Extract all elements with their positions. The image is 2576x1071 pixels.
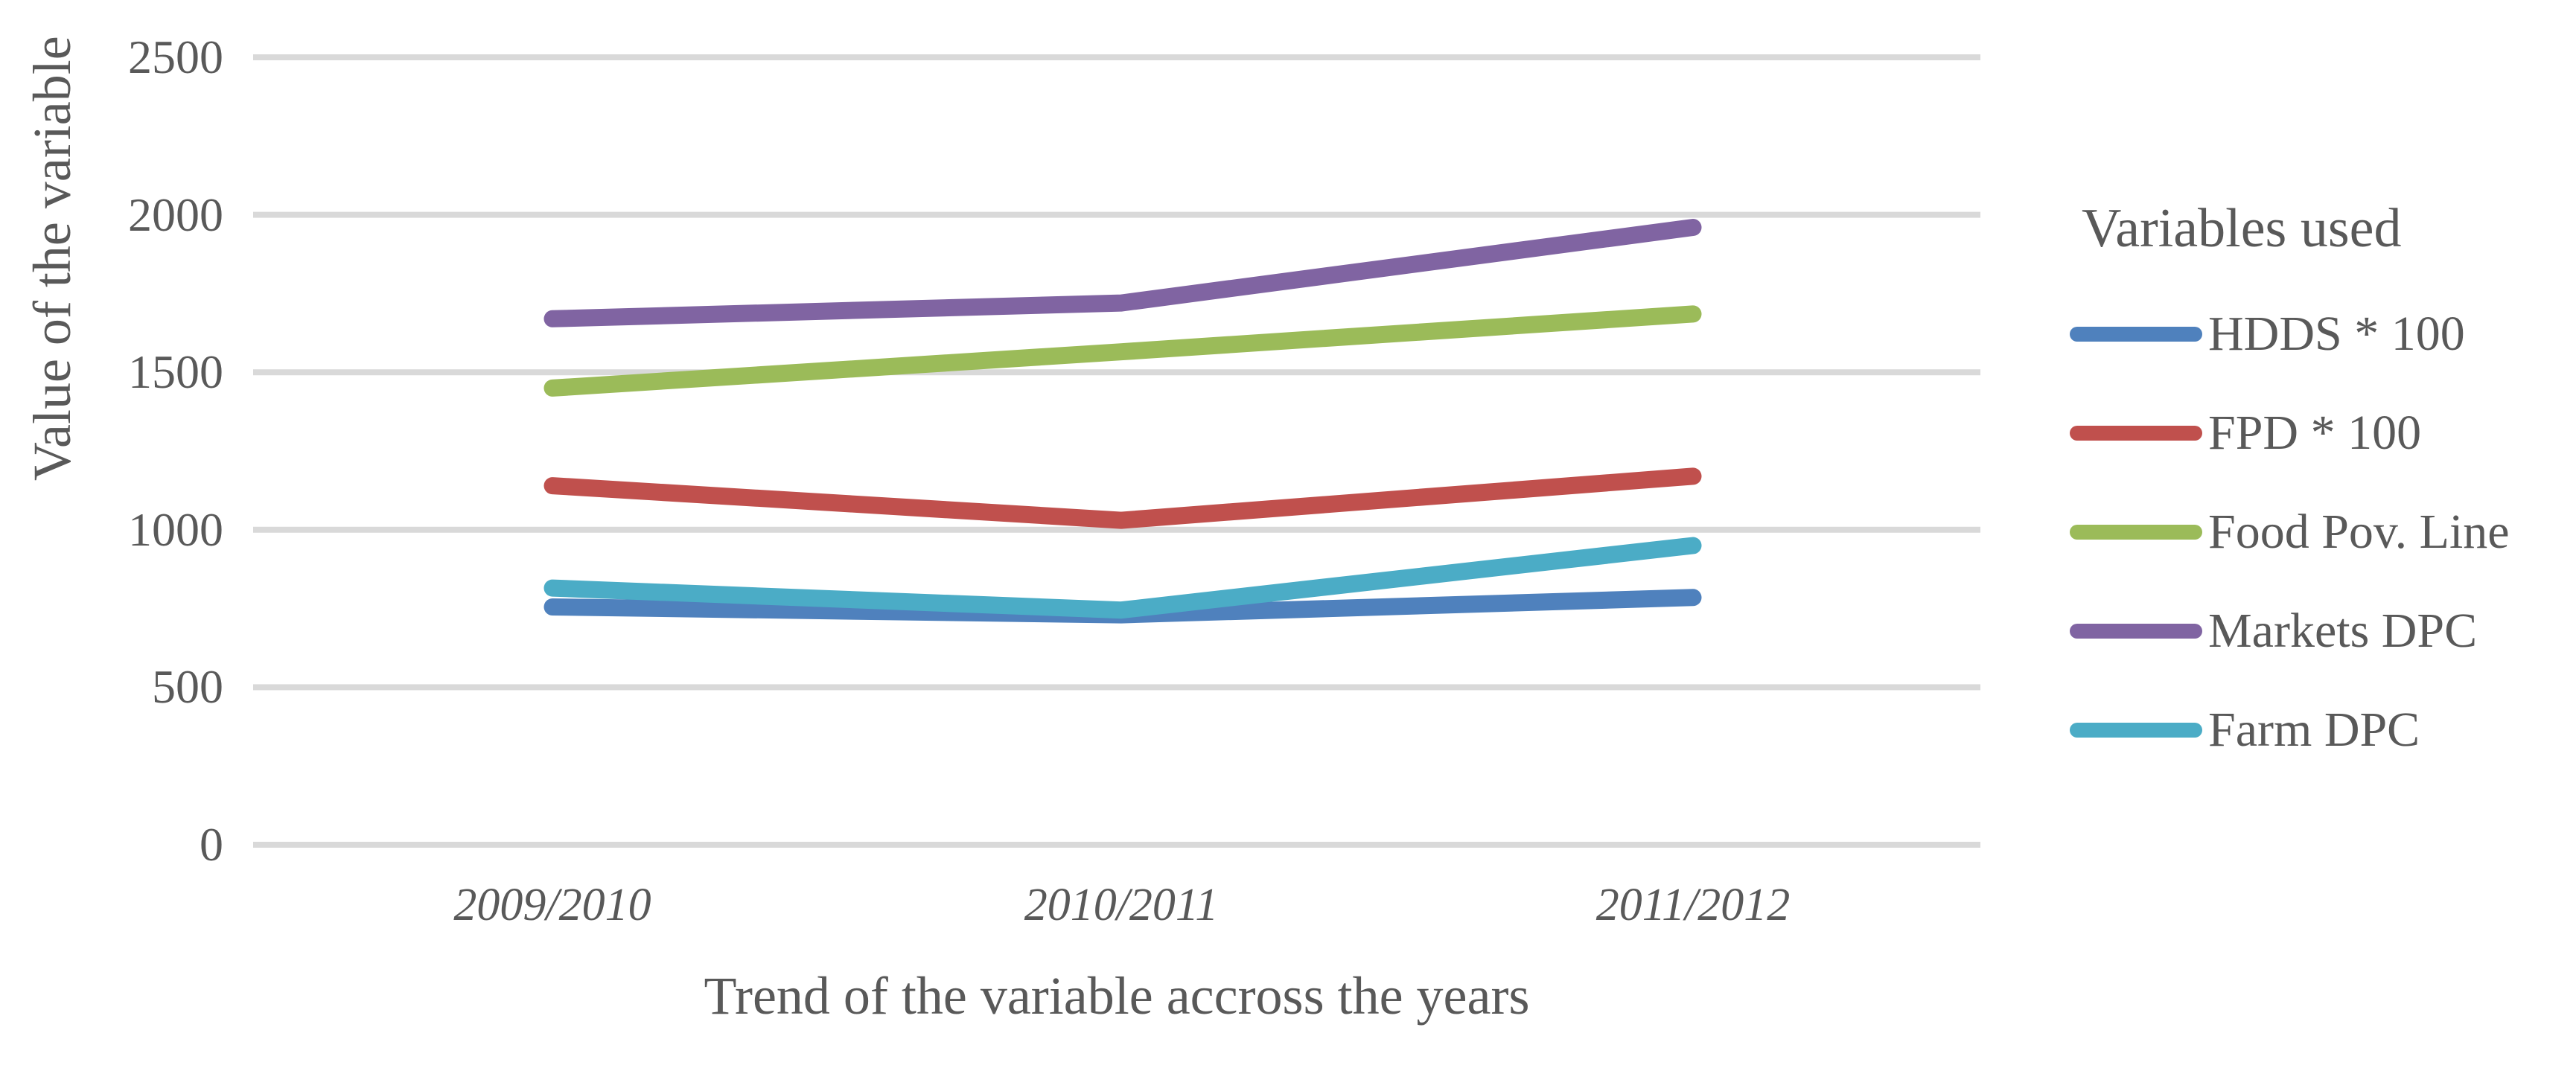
legend-label-markets-dpc: Markets DPC bbox=[2208, 603, 2478, 658]
legend-swatch-hdds-100 bbox=[2070, 326, 2202, 342]
legend-label-fpd-100: FPD * 100 bbox=[2208, 405, 2422, 460]
legend-label-farm-dpc: Farm DPC bbox=[2208, 702, 2420, 757]
series-line-food-pov-line bbox=[543, 305, 1702, 397]
x-tick-label-3: 2011/2012 bbox=[1595, 880, 1791, 930]
x-tick-label-2: 2010/2011 bbox=[1024, 880, 1219, 930]
legend-item-markets-dpc: Markets DPC bbox=[2070, 581, 2576, 680]
y-tick-label-0: 0 bbox=[200, 818, 223, 871]
y-axis-title-text: Value of the variable bbox=[22, 36, 82, 481]
legend-swatch-farm-dpc bbox=[2070, 722, 2202, 738]
y-tick-label-2000: 2000 bbox=[128, 188, 223, 241]
series-line-markets-dpc bbox=[543, 219, 1702, 327]
y-axis-title: Value of the variable bbox=[22, 36, 82, 481]
legend-items: HDDS * 100 FPD * 100 Food Pov. Line Markets… bbox=[2070, 284, 2576, 779]
legend-item-hdds-100: HDDS * 100 bbox=[2070, 284, 2576, 383]
series-line-fpd-100 bbox=[543, 467, 1702, 529]
legend-title: Variables used bbox=[2082, 198, 2402, 259]
y-tick-label-1500: 1500 bbox=[128, 345, 223, 399]
series-line-farm-dpc bbox=[543, 537, 1702, 619]
x-axis-title: Trend of the variable accross the years bbox=[253, 968, 1980, 1024]
y-tick-label-1000: 1000 bbox=[128, 502, 223, 556]
legend-swatch-fpd-100 bbox=[2070, 425, 2202, 441]
legend: Variables used HDDS * 100 FPD * 100 Food P… bbox=[2070, 195, 2576, 779]
legend-item-farm-dpc: Farm DPC bbox=[2070, 680, 2576, 779]
legend-swatch-markets-dpc bbox=[2070, 623, 2202, 639]
x-tick-label-1: 2009/2010 bbox=[453, 880, 651, 930]
legend-item-food-pov-line: Food Pov. Line bbox=[2070, 482, 2576, 581]
legend-label-hdds-100: HDDS * 100 bbox=[2208, 306, 2465, 361]
y-tick-label-500: 500 bbox=[152, 660, 223, 714]
x-axis-title-text: Trend of the variable accross the years bbox=[704, 966, 1530, 1026]
legend-item-fpd-100: FPD * 100 bbox=[2070, 383, 2576, 482]
legend-label-food-pov-line: Food Pov. Line bbox=[2208, 504, 2510, 559]
y-tick-label-2500: 2500 bbox=[128, 31, 223, 83]
legend-swatch-food-pov-line bbox=[2070, 524, 2202, 540]
